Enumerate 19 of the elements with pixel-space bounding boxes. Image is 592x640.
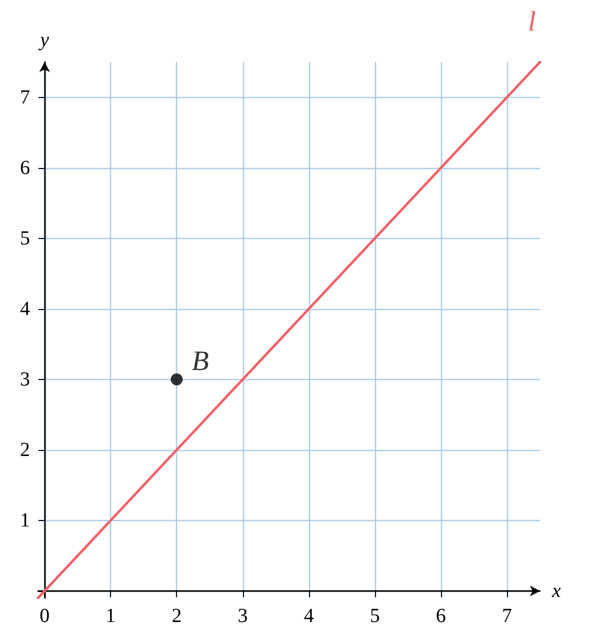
x-tick-label: 5 bbox=[370, 605, 380, 627]
y-tick-label: 4 bbox=[20, 298, 30, 320]
y-tick-label: 3 bbox=[20, 368, 30, 390]
y-tick-label: 6 bbox=[20, 156, 30, 179]
series-label: l⃡ bbox=[528, 6, 558, 38]
y-tick-label: 5 bbox=[20, 227, 30, 250]
y-tick-label: 1 bbox=[20, 509, 30, 532]
x-axis-title: x bbox=[551, 580, 561, 602]
x-tick-label: 2 bbox=[172, 605, 182, 627]
x-tick-label: 4 bbox=[304, 605, 314, 627]
series-label: B bbox=[192, 346, 209, 377]
y-axis-title: y bbox=[38, 29, 50, 51]
x-tick-label: 3 bbox=[238, 605, 248, 627]
y-tick-label: 7 bbox=[20, 86, 30, 108]
x-tick-label: 6 bbox=[436, 605, 446, 627]
x-tick-label: 1 bbox=[106, 605, 116, 627]
x-tick-label: 7 bbox=[502, 605, 512, 627]
x-tick-label: 0 bbox=[40, 605, 50, 627]
y-tick-label: 2 bbox=[20, 438, 30, 461]
